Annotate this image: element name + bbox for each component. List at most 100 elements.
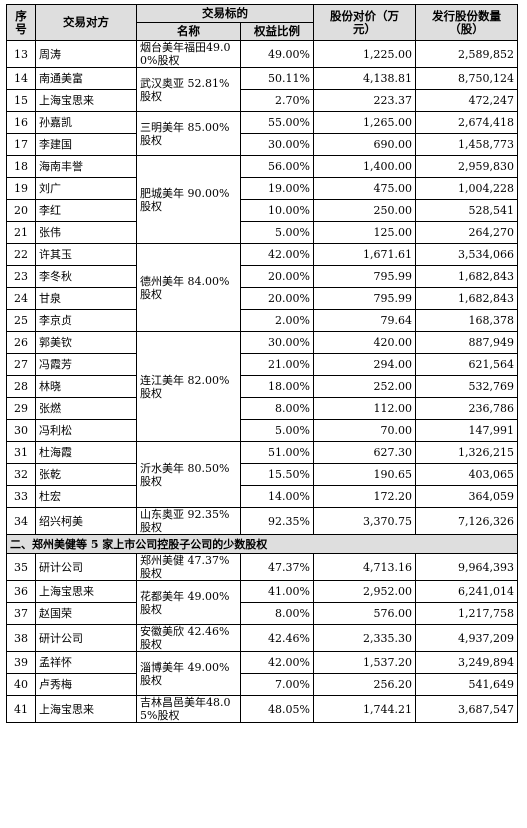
row-price: 420.00	[313, 331, 416, 354]
row-party: 许其玉	[35, 243, 137, 266]
row-shares: 1,326,215	[415, 441, 518, 464]
table-row: 25 李京贞 2.00% 79.64 168,378	[6, 309, 518, 332]
row-ratio: 2.00%	[240, 309, 314, 332]
table-row: 37 赵国荣 8.00% 576.00 1,217,758	[6, 602, 518, 625]
row-party: 杜宏	[35, 485, 137, 508]
row-price: 3,370.75	[313, 507, 416, 535]
row-shares: 472,247	[415, 89, 518, 112]
row-shares: 168,378	[415, 309, 518, 332]
row-price: 1,537.20	[313, 651, 416, 674]
row-party: 冯霞芳	[35, 353, 137, 376]
row-price: 1,744.21	[313, 695, 416, 723]
row-price: 2,335.30	[313, 624, 416, 652]
table-row: 19 刘广 19.00% 475.00 1,004,228	[6, 177, 518, 200]
row-ratio: 42.00%	[240, 243, 314, 266]
row-shares: 4,937,209	[415, 624, 518, 652]
row-party: 李冬秋	[35, 265, 137, 288]
row-target: 山东奥亚 92.35%股权	[136, 507, 241, 535]
row-ratio: 7.00%	[240, 673, 314, 696]
row-party: 李红	[35, 199, 137, 222]
row-price: 1,225.00	[313, 40, 416, 68]
row-target: 连江美年 82.00%股权	[136, 331, 241, 442]
row-shares: 6,241,014	[415, 580, 518, 603]
row-party: 李建国	[35, 133, 137, 156]
row-party: 张燃	[35, 397, 137, 420]
header-shares: 发行股份数量（股）	[415, 4, 518, 41]
row-shares: 8,750,124	[415, 67, 518, 90]
row-index: 20	[6, 199, 36, 222]
row-price: 1,671.61	[313, 243, 416, 266]
row-price: 4,713.16	[313, 553, 416, 581]
row-price: 795.99	[313, 287, 416, 310]
row-party: 上海宝思来	[35, 695, 137, 723]
row-shares: 3,687,547	[415, 695, 518, 723]
row-party: 南通美富	[35, 67, 137, 90]
row-ratio: 20.00%	[240, 265, 314, 288]
table-row: 38 研计公司 安徽美欣 42.46%股权 42.46% 2,335.30 4,…	[6, 624, 518, 652]
row-shares: 2,589,852	[415, 40, 518, 68]
row-ratio: 30.00%	[240, 331, 314, 354]
row-price: 1,400.00	[313, 155, 416, 178]
table-row: 14 南通美富 武汉奥亚 52.81%股权 50.11% 4,138.81 8,…	[6, 67, 518, 112]
row-ratio: 2.70%	[240, 89, 314, 112]
row-index: 41	[6, 695, 36, 723]
row-shares: 1,458,773	[415, 133, 518, 156]
row-index: 26	[6, 331, 36, 354]
row-price: 1,265.00	[313, 111, 416, 134]
table-row: 29 张燃 8.00% 112.00 236,786	[6, 397, 518, 420]
row-party: 杜海霞	[35, 441, 137, 464]
row-index: 23	[6, 265, 36, 288]
table-row: 27 冯霞芳 21.00% 294.00 621,564	[6, 353, 518, 376]
row-index: 19	[6, 177, 36, 200]
row-index: 14	[6, 67, 36, 90]
row-party: 冯利松	[35, 419, 137, 442]
row-price: 112.00	[313, 397, 416, 420]
row-ratio: 49.00%	[240, 40, 314, 68]
row-price: 690.00	[313, 133, 416, 156]
header-price: 股份对价（万元）	[313, 4, 416, 41]
row-party: 上海宝思来	[35, 89, 137, 112]
table-row: 35 研计公司 郑州美健 47.37%股权 47.37% 4,713.16 9,…	[6, 553, 518, 581]
table-row: 30 冯利松 5.00% 70.00 147,991	[6, 419, 518, 442]
row-index: 35	[6, 553, 36, 581]
row-price: 223.37	[313, 89, 416, 112]
section-title: 二、郑州美健等 5 家上市公司控股子公司的少数股权	[6, 534, 518, 554]
row-index: 37	[6, 602, 36, 625]
row-shares: 2,674,418	[415, 111, 518, 134]
row-index: 13	[6, 40, 36, 68]
row-shares: 1,217,758	[415, 602, 518, 625]
row-ratio: 42.00%	[240, 651, 314, 674]
row-target: 武汉奥亚 52.81%股权	[136, 67, 241, 112]
row-index: 22	[6, 243, 36, 266]
row-party: 郭美钦	[35, 331, 137, 354]
table-row: 32 张乾 15.50% 190.65 403,065	[6, 463, 518, 486]
row-price: 294.00	[313, 353, 416, 376]
row-target: 德州美年 84.00%股权	[136, 243, 241, 332]
row-party: 林晓	[35, 375, 137, 398]
row-party: 卢秀梅	[35, 673, 137, 696]
table-row: 15 上海宝思来 2.70% 223.37 472,247	[6, 89, 518, 112]
row-party: 甘泉	[35, 287, 137, 310]
row-ratio: 20.00%	[240, 287, 314, 310]
row-index: 24	[6, 287, 36, 310]
row-shares: 3,534,066	[415, 243, 518, 266]
row-ratio: 10.00%	[240, 199, 314, 222]
row-shares: 541,649	[415, 673, 518, 696]
table-row: 18 海南丰誉 肥城美年 90.00%股权 56.00% 1,400.00 2,…	[6, 155, 518, 244]
row-index: 21	[6, 221, 36, 244]
row-target: 郑州美健 47.37%股权	[136, 553, 241, 581]
row-shares: 236,786	[415, 397, 518, 420]
table-row: 20 李红 10.00% 250.00 528,541	[6, 199, 518, 222]
row-index: 32	[6, 463, 36, 486]
table-row: 22 许其玉 德州美年 84.00%股权 42.00% 1,671.61 3,5…	[6, 243, 518, 332]
row-price: 4,138.81	[313, 67, 416, 90]
row-party: 上海宝思来	[35, 580, 137, 603]
row-ratio: 48.05%	[240, 695, 314, 723]
row-index: 33	[6, 485, 36, 508]
row-shares: 3,249,894	[415, 651, 518, 674]
row-party: 研计公司	[35, 553, 137, 581]
row-index: 25	[6, 309, 36, 332]
row-index: 15	[6, 89, 36, 112]
header-ratio: 权益比例	[240, 22, 314, 41]
row-ratio: 5.00%	[240, 221, 314, 244]
